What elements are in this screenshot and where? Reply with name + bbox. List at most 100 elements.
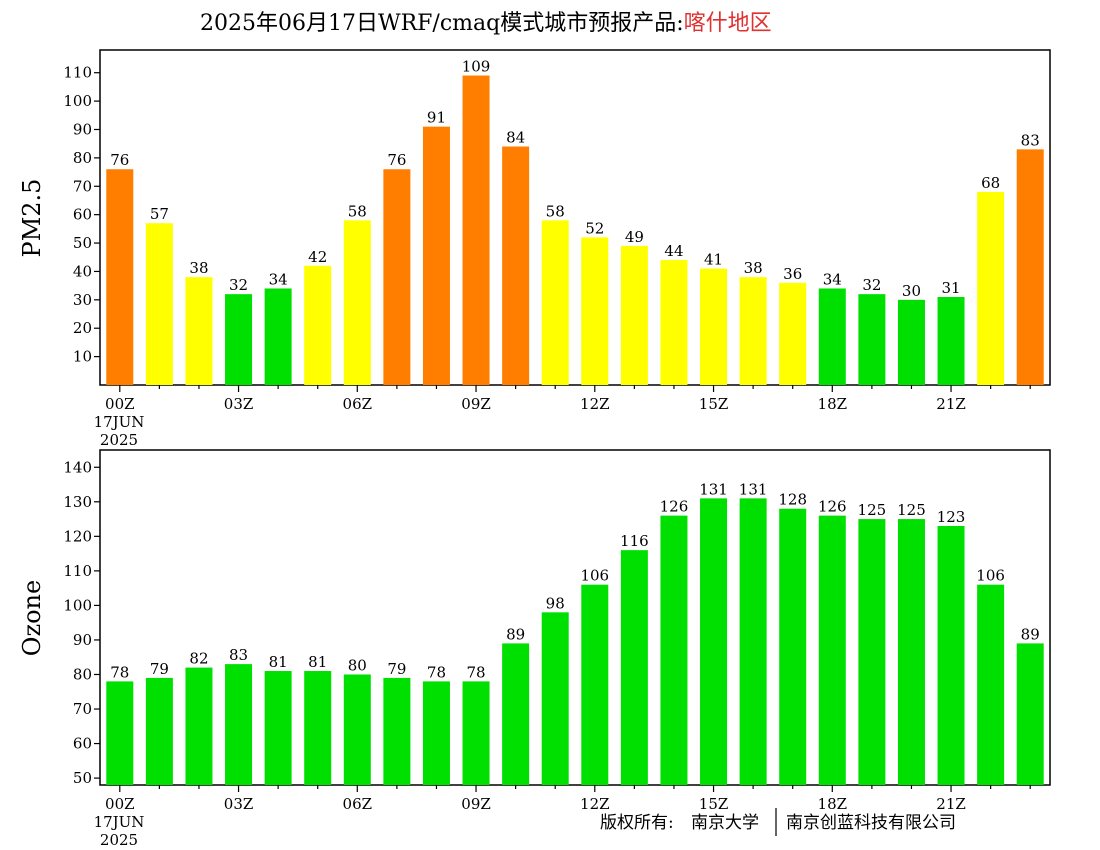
pm25-bar-value-label: 44 [664,242,683,260]
ozone-bar-value-label: 79 [150,660,169,678]
pm25-y-tick-label: 30 [73,291,92,309]
pm25-bar [700,268,728,385]
ozone-bar-value-label: 106 [976,567,1005,585]
ozone-x-tick-label: 03Z [224,795,254,813]
ozone-date-year: 2025 [100,831,138,849]
pm25-bar [858,294,886,385]
pm25-y-tick-label: 20 [73,319,92,337]
pm25-bar-value-label: 31 [941,279,960,297]
ozone-bar [1016,643,1044,785]
pm25-bar [106,169,134,385]
ozone-bar [383,677,411,785]
pm25-bar-value-label: 76 [387,151,406,169]
ozone-x-tick-label: 12Z [580,795,610,813]
pm25-y-tick-label: 80 [73,149,92,167]
ozone-bar-value-label: 116 [620,532,649,550]
ozone-bar [145,677,173,785]
pm25-bar [185,277,213,385]
pm25-bar-value-label: 34 [823,270,842,288]
pm25-bar-value-label: 32 [862,276,881,294]
pm25-y-tick-label: 10 [73,348,92,366]
pm25-y-tick-label: 70 [73,177,92,195]
ozone-bar [225,664,253,785]
pm25-bar [1016,149,1044,385]
pm25-x-tick-label: 00Z [105,395,135,413]
ozone-bar [897,519,925,785]
copyright-org-company: 南京创蓝科技有限公司 [786,813,956,833]
ozone-x-tick-label: 06Z [343,795,373,813]
pm25-x-tick-label: 21Z [936,395,966,413]
ozone-bar [858,519,886,785]
pm25-y-tick-label: 60 [73,206,92,224]
ozone-bar [779,508,807,785]
pm25-bar-value-label: 42 [308,248,327,266]
ozone-y-tick-label: 110 [63,562,92,580]
ozone-y-tick-label: 70 [73,700,92,718]
pm25-bar [304,265,332,385]
ozone-bar-value-label: 123 [937,508,966,526]
pm25-date-year: 2025 [100,431,138,449]
pm25-bar-value-label: 58 [546,202,565,220]
pm25-bar-value-label: 38 [744,259,763,277]
pm25-bar [541,220,569,385]
pm25-bar-value-label: 84 [506,129,525,147]
ozone-bar [502,643,530,785]
pm25-bar [581,237,609,385]
pm25-bar-value-label: 36 [783,265,802,283]
pm25-plot-frame [99,49,1051,386]
ozone-bar [304,671,332,785]
ozone-bar [660,515,688,785]
pm25-bar-value-label: 58 [348,202,367,220]
ozone-bar-value-label: 131 [739,480,768,498]
pm25-bar-value-label: 41 [704,251,723,269]
pm25-date-day: 17JUN [94,413,145,431]
ozone-y-tick-label: 120 [63,527,92,545]
ozone-panel: Ozone 78 79 82 83 81 81 80 79 78 78 89 98 106 116 126 1… [18,449,1051,813]
ozone-bar-value-label: 81 [308,653,327,671]
ozone-plot-frame [99,449,1051,786]
pm25-x-tick-label: 12Z [580,395,610,413]
ozone-y-tick-label: 130 [63,493,92,511]
pm25-panel: PM2.5 76 57 38 32 34 42 58 76 91 109 84 58 52 49 44 41 3… [18,49,1051,413]
ozone-bar-value-label: 125 [858,501,887,519]
ozone-bar-value-label: 131 [699,480,728,498]
ozone-bar-value-label: 78 [427,663,446,681]
pm25-axis-label: PM2.5 [18,179,46,258]
ozone-bar [264,671,292,785]
pm25-bar-value-label: 32 [229,276,248,294]
pm25-bar [779,282,807,385]
pm25-bar [383,169,411,385]
ozone-axis-label: Ozone [18,580,46,656]
ozone-bar [106,681,134,785]
pm25-y-tick-label: 100 [63,92,92,110]
pm25-bar [145,223,173,385]
ozone-x-tick-label: 00Z [105,795,135,813]
ozone-y-tick-label: 90 [73,631,92,649]
ozone-bar [462,681,490,785]
footer-credits: 版权所有: 南京大学 南京创蓝科技有限公司 [600,808,956,836]
pm25-bar [422,126,450,386]
ozone-y-tick-label: 140 [63,458,92,476]
ozone-bar [739,498,767,785]
ozone-y-tick-label: 80 [73,665,92,683]
title-main: 2025年06月17日WRF/cmaq模式城市预报产品: [200,11,684,36]
ozone-bar [422,681,450,785]
pm25-y-tick-label: 110 [63,64,92,82]
pm25-bar-value-label: 57 [150,205,169,223]
pm25-bar-value-label: 49 [625,228,644,246]
ozone-bar-value-label: 81 [269,653,288,671]
pm25-y-tick-label: 40 [73,262,92,280]
pm25-bar [937,296,965,385]
ozone-x-tick-label: 15Z [699,795,729,813]
ozone-bar-value-label: 89 [506,625,525,643]
ozone-bar-value-label: 80 [348,656,367,674]
ozone-bar-value-label: 126 [660,498,689,516]
pm25-x-tick-label: 03Z [224,395,254,413]
pm25-bar [739,277,767,385]
pm25-bar [660,260,688,385]
ozone-bar-value-label: 79 [387,660,406,678]
pm25-bar [225,294,253,385]
ozone-bar [185,667,213,785]
ozone-x-tick-label: 21Z [936,795,966,813]
